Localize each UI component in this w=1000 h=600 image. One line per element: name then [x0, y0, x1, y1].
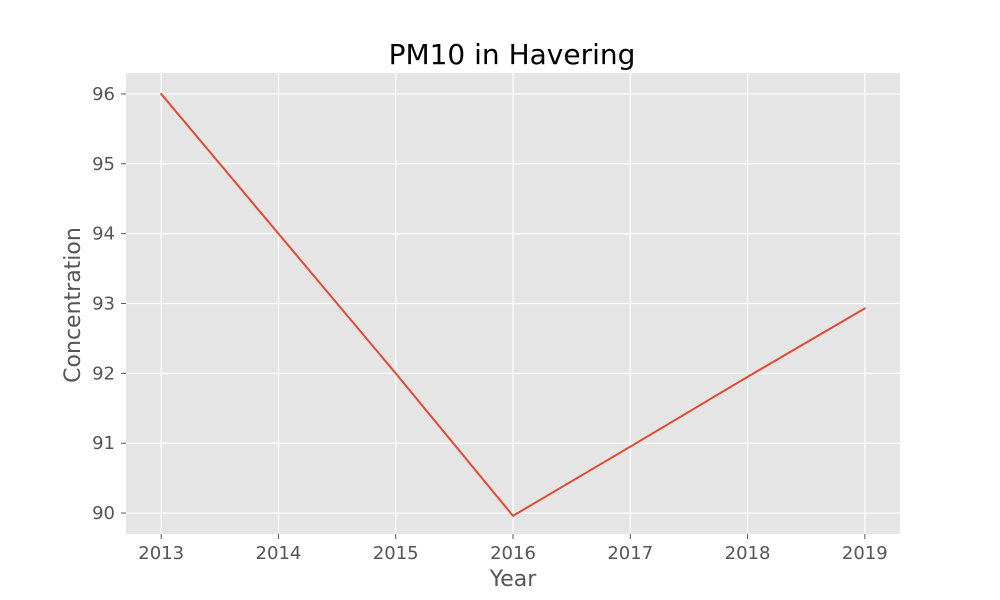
x-tick-label: 2015 [373, 543, 419, 564]
y-tick-label: 93 [92, 294, 115, 315]
y-tick-label: 91 [92, 433, 115, 454]
x-axis-label: Year [489, 567, 538, 592]
y-tick-label: 90 [92, 503, 115, 524]
x-tick-label: 2014 [256, 543, 302, 564]
x-tick-label: 2013 [138, 543, 184, 564]
y-tick-label: 94 [92, 224, 115, 245]
series-group [160, 92, 866, 517]
y-tick-label: 92 [92, 363, 115, 384]
x-tick-label: 2017 [607, 543, 653, 564]
series-line [160, 92, 866, 517]
x-tick-label: 2019 [842, 543, 888, 564]
y-tick-label: 96 [92, 84, 115, 105]
x-tick-label: 2016 [490, 543, 536, 564]
y-axis: 90 91 92 93 94 95 96 [92, 84, 126, 524]
y-tick-label: 95 [92, 154, 115, 175]
grid-lines [126, 73, 900, 534]
y-axis-label: Concentration [61, 227, 86, 383]
chart-title: PM10 in Havering [389, 38, 636, 71]
x-axis: 2013 2014 2015 2016 2017 2018 2019 [138, 534, 888, 564]
x-tick-label: 2018 [725, 543, 771, 564]
